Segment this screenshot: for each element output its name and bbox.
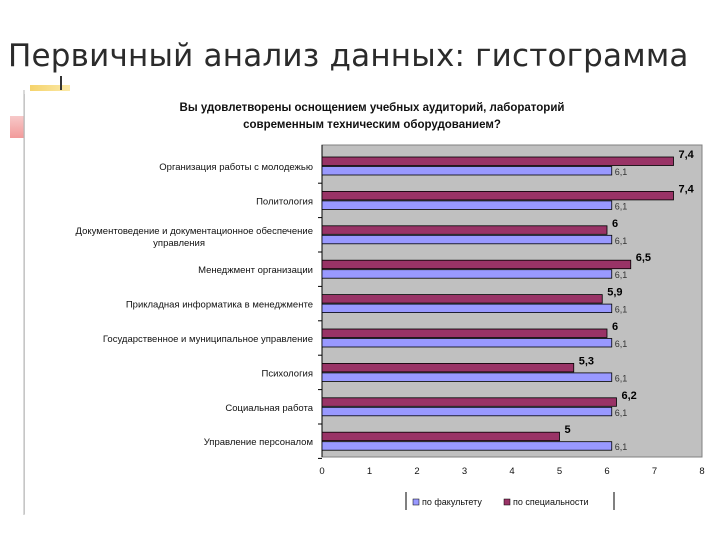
data-label-specialty: 7,4 — [679, 183, 695, 195]
data-label-faculty: 6,1 — [615, 339, 628, 349]
bar-faculty — [321, 166, 613, 176]
data-label-specialty: 6 — [612, 218, 618, 230]
bar-specialty — [321, 431, 560, 442]
bar-faculty — [321, 200, 613, 210]
category-label: Менеджмент организации — [198, 265, 313, 276]
x-tick-label: 5 — [557, 466, 562, 477]
data-label-specialty: 6,2 — [622, 390, 637, 402]
chart-title-line: современным техническим оборудованием? — [243, 119, 501, 131]
bar-specialty — [321, 156, 674, 166]
data-label-faculty: 6,1 — [615, 236, 628, 246]
category-label-line2: управления — [153, 238, 205, 249]
category-label: Социальная работа — [225, 403, 313, 414]
data-label-faculty: 6,1 — [615, 201, 628, 211]
data-label-faculty: 6,1 — [615, 373, 628, 383]
category-label: Организация работы с молодежью — [159, 162, 313, 173]
category-label: Политология — [256, 196, 313, 207]
category-label: Управление персоналом — [204, 437, 313, 448]
category-label: Психология — [262, 368, 313, 379]
x-tick-label: 6 — [604, 466, 609, 477]
bar-specialty — [321, 294, 603, 304]
bar-faculty — [321, 406, 613, 417]
data-label-faculty: 6,1 — [615, 270, 628, 280]
bar-faculty — [321, 303, 613, 314]
bar-faculty — [321, 269, 613, 279]
data-label-faculty: 6,1 — [615, 442, 628, 452]
legend-swatch-specialty — [503, 498, 511, 506]
legend-label-faculty: по факультету — [422, 497, 482, 507]
slide-title: Первичный анализ данных: гистограмма — [8, 38, 689, 74]
bar-specialty — [321, 259, 632, 270]
x-tick-label: 7 — [652, 466, 657, 477]
data-label-faculty: 6,1 — [615, 167, 628, 177]
bar-specialty — [321, 397, 617, 407]
legend-label-specialty: по специальности — [513, 497, 589, 507]
data-label-specialty: 5,3 — [579, 355, 594, 367]
data-label-specialty: 6,5 — [636, 252, 651, 264]
legend-swatch-faculty — [412, 498, 420, 506]
x-tick-label: 0 — [319, 466, 324, 477]
data-label-specialty: 7,4 — [679, 149, 695, 161]
data-label-specialty: 6 — [612, 321, 618, 333]
bar-specialty — [321, 190, 674, 201]
x-tick-label: 4 — [509, 466, 514, 477]
data-label-specialty: 5,9 — [607, 287, 622, 299]
bar-faculty — [321, 441, 613, 451]
bar-specialty — [321, 225, 608, 235]
decorative-tick-mark — [60, 76, 62, 90]
x-tick-label: 3 — [462, 466, 467, 477]
decorative-yellow-accent — [30, 85, 70, 91]
bar-specialty — [321, 362, 575, 373]
bar-faculty — [321, 372, 613, 382]
x-tick-label: 1 — [367, 466, 372, 477]
bar-faculty — [321, 338, 613, 348]
chart-title-line: Вы удовлетворены оснощением учебных ауди… — [180, 102, 565, 114]
x-tick-label: 2 — [414, 466, 419, 477]
bar-faculty — [321, 234, 613, 245]
category-label: Прикладная информатика в менеджменте — [126, 300, 313, 311]
data-label-specialty: 5 — [565, 424, 571, 436]
data-label-faculty: 6,1 — [615, 408, 628, 418]
bar-specialty — [321, 328, 608, 338]
category-label: Государственное и муниципальное управлен… — [103, 334, 313, 345]
x-tick-label: 8 — [699, 466, 704, 477]
data-label-faculty: 6,1 — [615, 305, 628, 315]
decorative-red-accent — [10, 116, 24, 138]
category-label: Документоведение и документационное обес… — [76, 226, 313, 237]
